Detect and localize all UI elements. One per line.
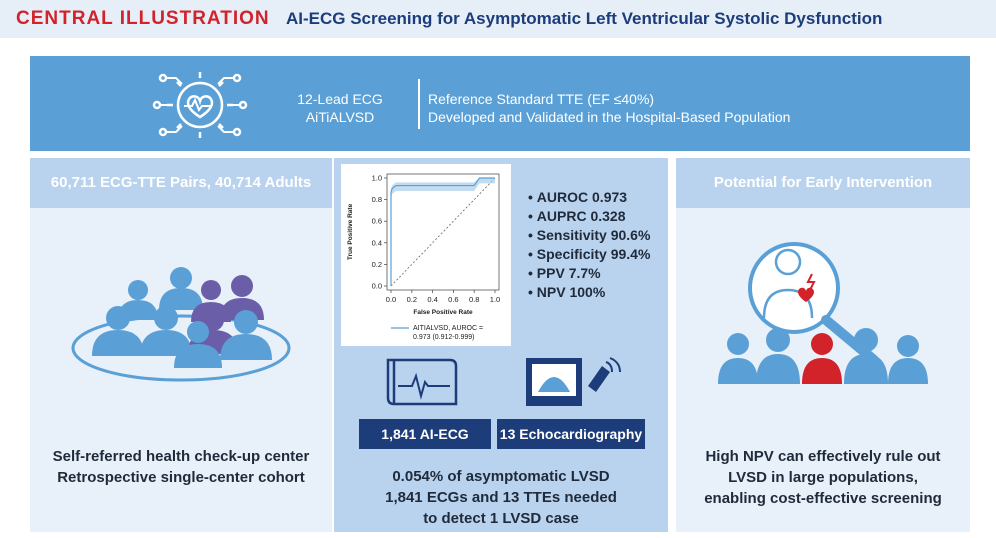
reference-description: Reference Standard TTE (EF ≤40%) Develop… bbox=[414, 90, 790, 126]
metric-npv: NPV 100% bbox=[528, 283, 650, 302]
intervention-caption-line-3: enabling cost-effective screening bbox=[704, 490, 942, 507]
page-title: AI-ECG Screening for Asymptomatic Left V… bbox=[286, 9, 883, 28]
roc-chart-svg: 0.0 0.2 0.4 0.6 0.8 1.0 0.0 0.2 0.4 0.6 0.8 1.0 Fa… bbox=[347, 173, 500, 342]
intervention-caption-line-2: LVSD in large populations, bbox=[728, 469, 918, 486]
intervention-caption-line-1: High NPV can effectively rule out bbox=[705, 448, 941, 465]
detection-caption: 0.054% of asymptomatic LVSD 1,841 ECGs a… bbox=[334, 466, 668, 529]
roc-x-tick-label: 0.8 bbox=[469, 295, 479, 304]
detection-caption-line-3: to detect 1 LVSD case bbox=[423, 510, 579, 527]
roc-y-tick-label: 0.8 bbox=[372, 195, 382, 204]
roc-x-tick-label: 0.6 bbox=[448, 295, 458, 304]
cohort-heading: 60,711 ECG-TTE Pairs, 40,714 Adults bbox=[30, 158, 332, 208]
desc-line-1: Reference Standard TTE (EF ≤40%) bbox=[428, 91, 655, 107]
cohort-caption-line-1: Self-referred health check-up center bbox=[52, 448, 310, 465]
intervention-heading: Potential for Early Intervention bbox=[676, 158, 970, 208]
metric-sensitivity: Sensitivity 90.6% bbox=[528, 226, 651, 245]
roc-confidence-band bbox=[391, 178, 495, 286]
roc-x-tick-label: 1.0 bbox=[490, 295, 500, 304]
crowd-people-icon bbox=[71, 267, 291, 382]
desc-line-2: Developed and Validated in the Hospital-… bbox=[428, 109, 791, 125]
metrics-list: AUROC 0.973 AUPRC 0.328 Sensitivity 90.6… bbox=[528, 188, 651, 302]
model-line-1: 12-Lead ECG bbox=[297, 91, 383, 107]
roc-legend-line-1: AITIALVSD, AUROC = bbox=[413, 325, 483, 332]
central-illustration-tag: CENTRAL ILLUSTRATION bbox=[16, 8, 270, 29]
roc-x-tick-label: 0.4 bbox=[427, 295, 437, 304]
ai-gear-heart-icon bbox=[152, 72, 248, 138]
header-bar: CENTRAL ILLUSTRATION AI-ECG Screening fo… bbox=[0, 0, 996, 38]
echocardiography-device-icon bbox=[526, 357, 621, 406]
roc-series-line bbox=[390, 177, 495, 286]
roc-y-tick-label: 0.2 bbox=[372, 260, 382, 269]
roc-y-tick-label: 1.0 bbox=[372, 174, 382, 183]
roc-x-tick-label: 0.2 bbox=[407, 295, 417, 304]
detection-caption-line-1: 0.054% of asymptomatic LVSD bbox=[392, 468, 610, 485]
cohort-caption: Self-referred health check-up center Ret… bbox=[30, 446, 332, 488]
cohort-caption-line-2: Retrospective single-center cohort bbox=[57, 469, 305, 486]
intervention-panel: Potential for Early Intervention High NP… bbox=[676, 158, 970, 532]
roc-x-tick-label: 0.0 bbox=[386, 295, 396, 304]
roc-y-axis-label: True Positive Rate bbox=[347, 203, 354, 260]
roc-y-tick-label: 0.4 bbox=[372, 238, 382, 247]
metric-auroc: AUROC 0.973 bbox=[528, 188, 650, 207]
band-divider bbox=[418, 79, 420, 129]
ai-ecg-count-chip: 1,841 AI-ECG bbox=[359, 419, 491, 449]
roc-y-tick-label: 0.0 bbox=[372, 282, 382, 291]
cohort-panel: 60,711 ECG-TTE Pairs, 40,714 Adults Self… bbox=[30, 158, 332, 532]
roc-legend-line-2: 0.973 (0.912-0.999) bbox=[413, 334, 475, 341]
model-band: 12-Lead ECG AiTiALVSD Reference Standard… bbox=[30, 56, 970, 151]
roc-diagonal-line bbox=[390, 177, 496, 287]
detection-caption-line-2: 1,841 ECGs and 13 TTEs needed bbox=[385, 489, 617, 506]
magnifier-people-icon bbox=[718, 242, 928, 384]
metric-auprc: AUPRC 0.328 bbox=[528, 207, 650, 226]
roc-x-axis-label: False Positive Rate bbox=[413, 309, 473, 316]
ecg-paper-icon bbox=[386, 358, 458, 406]
model-line-2: AiTiALVSD bbox=[305, 109, 375, 125]
roc-chart: 0.0 0.2 0.4 0.6 0.8 1.0 0.0 0.2 0.4 0.6 0.8 1.0 Fa… bbox=[341, 164, 511, 346]
echo-count-chip: 13 Echocardiography bbox=[497, 419, 645, 449]
metric-ppv: PPV 7.7% bbox=[528, 264, 650, 283]
metric-specificity: Specificity 99.4% bbox=[528, 245, 651, 264]
roc-y-tick-label: 0.6 bbox=[372, 217, 382, 226]
roc-plot-frame bbox=[386, 173, 500, 291]
intervention-caption: High NPV can effectively rule out LVSD i… bbox=[676, 446, 970, 509]
model-label: 12-Lead ECG AiTiALVSD bbox=[288, 90, 392, 126]
